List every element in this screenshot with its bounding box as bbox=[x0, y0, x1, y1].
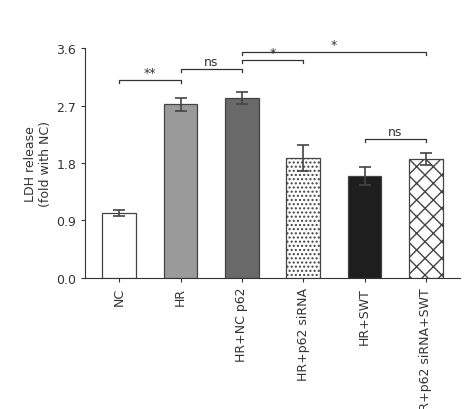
Bar bbox=[286, 159, 320, 278]
Text: ns: ns bbox=[388, 126, 402, 139]
Text: *: * bbox=[269, 47, 276, 60]
Text: **: ** bbox=[144, 67, 156, 80]
Bar bbox=[348, 176, 382, 278]
Y-axis label: LDH release
(fold with NC): LDH release (fold with NC) bbox=[24, 121, 52, 207]
Text: *: * bbox=[331, 39, 337, 52]
Bar bbox=[225, 99, 259, 278]
Bar bbox=[164, 105, 197, 278]
Bar bbox=[102, 213, 136, 278]
Bar bbox=[409, 160, 443, 278]
Text: ns: ns bbox=[204, 56, 219, 69]
